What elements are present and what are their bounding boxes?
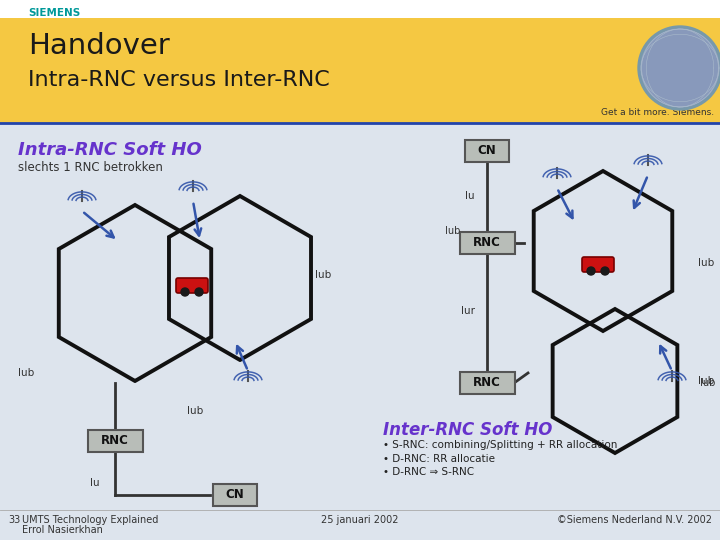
- FancyBboxPatch shape: [465, 140, 509, 162]
- FancyBboxPatch shape: [582, 257, 614, 272]
- Text: Iub: Iub: [187, 406, 203, 416]
- Text: SIEMENS: SIEMENS: [28, 8, 80, 18]
- Text: RNC: RNC: [101, 435, 129, 448]
- Circle shape: [587, 267, 595, 275]
- Text: Intra-RNC Soft HO: Intra-RNC Soft HO: [18, 141, 202, 159]
- Text: UMTS Technology Explained: UMTS Technology Explained: [22, 515, 158, 525]
- Text: RNC: RNC: [473, 237, 501, 249]
- FancyBboxPatch shape: [459, 372, 515, 394]
- Text: Iu: Iu: [465, 191, 475, 201]
- Text: Iub: Iub: [698, 376, 714, 386]
- Text: • D-RNC: RR allocatie: • D-RNC: RR allocatie: [383, 454, 495, 463]
- FancyBboxPatch shape: [88, 430, 143, 452]
- Circle shape: [641, 29, 719, 107]
- Bar: [0, 18, 720, 123]
- Text: RNC: RNC: [473, 376, 501, 389]
- FancyBboxPatch shape: [459, 232, 515, 254]
- Circle shape: [638, 26, 720, 110]
- Text: Iub: Iub: [698, 258, 714, 268]
- FancyBboxPatch shape: [213, 484, 257, 506]
- Text: Iur: Iur: [461, 306, 475, 316]
- Text: ©Siemens Nederland N.V. 2002: ©Siemens Nederland N.V. 2002: [557, 515, 712, 525]
- Text: Iub: Iub: [445, 226, 460, 236]
- Text: CN: CN: [225, 489, 244, 502]
- Bar: [0, 0, 720, 18]
- Circle shape: [601, 267, 609, 275]
- Text: Intra-RNC versus Inter-RNC: Intra-RNC versus Inter-RNC: [28, 70, 330, 90]
- Text: Iub: Iub: [315, 270, 331, 280]
- Text: CN: CN: [477, 145, 496, 158]
- Circle shape: [181, 288, 189, 296]
- Text: Get a bit more. Siemens.: Get a bit more. Siemens.: [601, 108, 714, 117]
- Text: Inter-RNC Soft HO: Inter-RNC Soft HO: [383, 421, 552, 439]
- Text: • S-RNC: combining/Splitting + RR allocation: • S-RNC: combining/Splitting + RR alloca…: [383, 440, 617, 450]
- Text: 25 januari 2002: 25 januari 2002: [321, 515, 399, 525]
- FancyBboxPatch shape: [176, 278, 208, 293]
- Text: Errol Nasierkhan: Errol Nasierkhan: [22, 525, 103, 535]
- Text: Handover: Handover: [28, 32, 170, 60]
- Text: slechts 1 RNC betrokken: slechts 1 RNC betrokken: [18, 161, 163, 174]
- Circle shape: [195, 288, 203, 296]
- Text: Iu: Iu: [91, 478, 100, 488]
- Text: Iub: Iub: [18, 368, 35, 378]
- Text: • D-RNC ⇒ S-RNC: • D-RNC ⇒ S-RNC: [383, 467, 474, 477]
- Text: 33: 33: [8, 515, 20, 525]
- Text: Iub: Iub: [700, 378, 715, 388]
